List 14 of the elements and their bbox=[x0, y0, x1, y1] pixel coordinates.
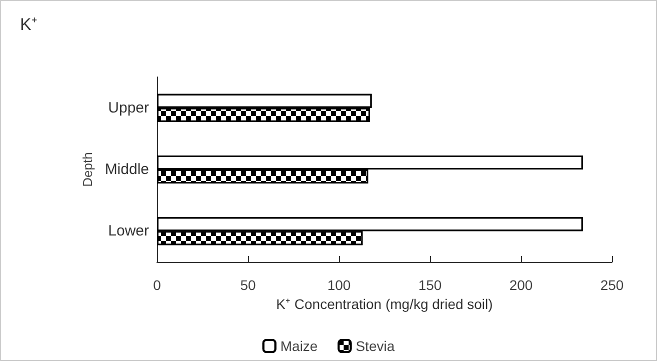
x-tick-label: 250 bbox=[600, 277, 624, 293]
y-tick-label: Lower bbox=[108, 222, 149, 240]
x-tick-label: 200 bbox=[509, 277, 533, 293]
y-tick-label: Upper bbox=[108, 99, 149, 116]
x-tick-label: 0 bbox=[153, 277, 162, 293]
y-axis-title: Depth bbox=[80, 152, 95, 187]
legend-label: Stevia bbox=[356, 338, 395, 354]
x-tick-label: 150 bbox=[418, 277, 442, 293]
legend-label: Maize bbox=[280, 338, 318, 354]
x-tick-label: 50 bbox=[240, 277, 256, 293]
x-tick-label: 100 bbox=[327, 277, 351, 293]
y-tick-label: Middle bbox=[104, 161, 149, 178]
x-axis-title: K⁺ Concentration (mg/kg dried soil) bbox=[276, 296, 493, 312]
chart-title: K⁺ bbox=[20, 15, 38, 34]
